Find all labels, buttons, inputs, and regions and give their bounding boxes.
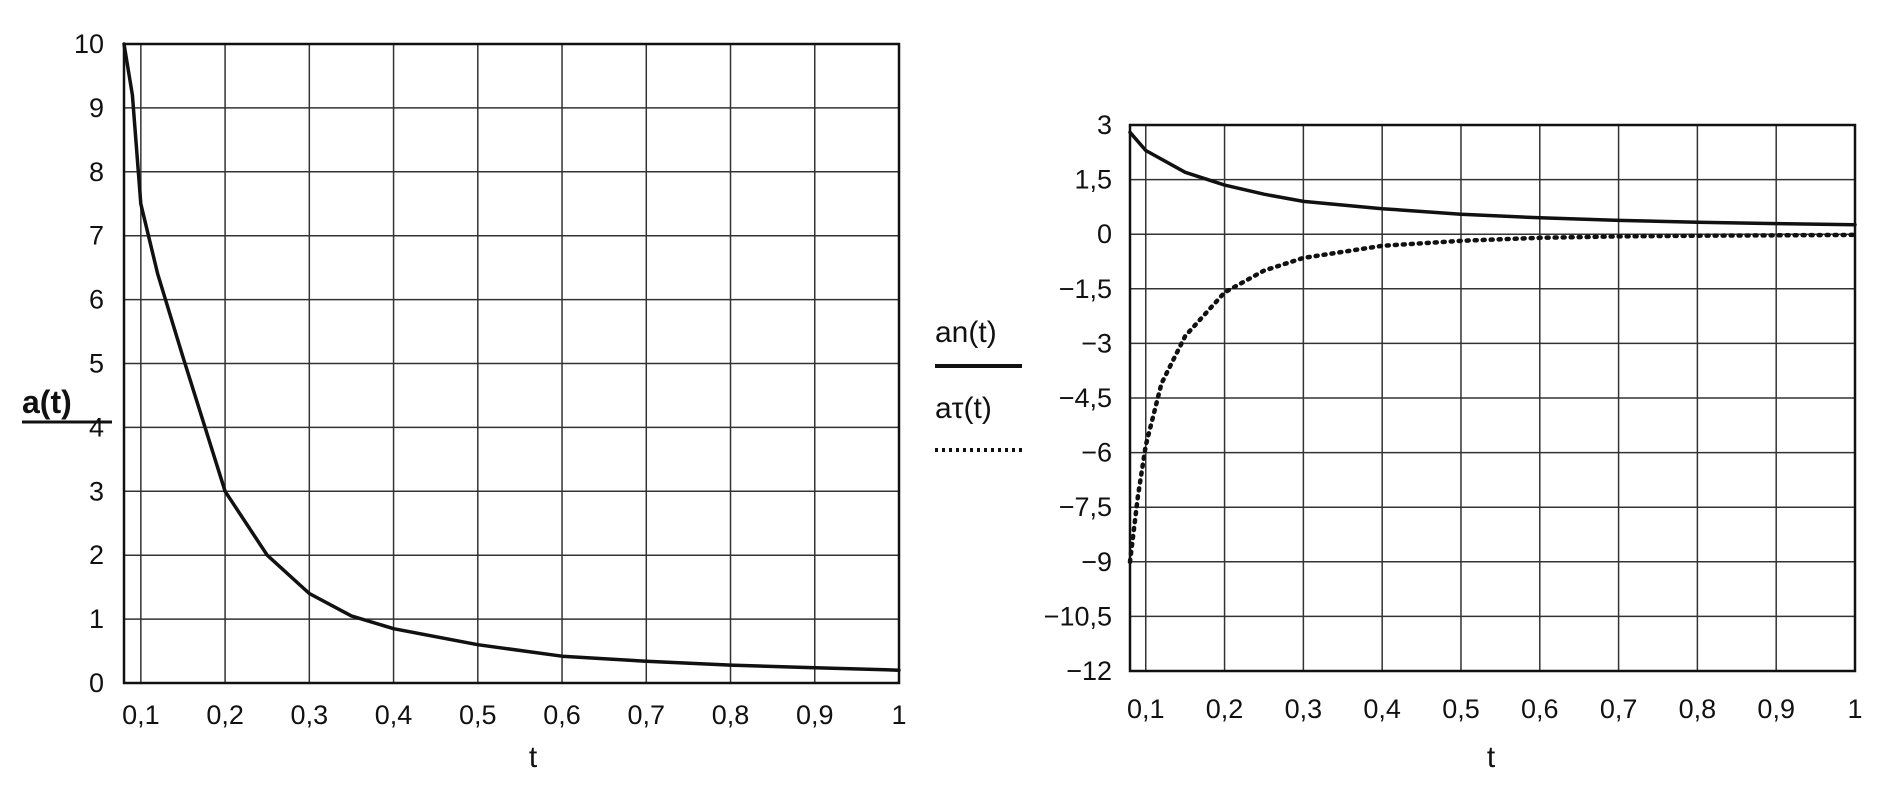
chart2-y-tick-labels: 3 1,5 0 −1,5 −3 −4,5 −6 −7,5 −9 −10,5 −12 xyxy=(1044,110,1112,686)
x-tick-label: 0,8 xyxy=(1679,694,1717,724)
x-tick-label: 0,8 xyxy=(712,700,750,730)
chart1-x-tick-labels: 0,1 0,2 0,3 0,4 0,5 0,6 0,7 0,8 0,9 1 xyxy=(122,700,906,730)
y-tick-label: −9 xyxy=(1081,547,1112,577)
x-tick-label: 0,9 xyxy=(796,700,834,730)
legend-label-an: an(t) xyxy=(935,316,997,349)
y-tick-label: −3 xyxy=(1081,328,1112,358)
series-line-1 xyxy=(1128,130,1857,227)
y-tick-label: 7 xyxy=(89,221,104,251)
chart1-y-axis-label: a(t) xyxy=(22,384,72,420)
x-tick-label: 0,2 xyxy=(206,700,244,730)
x-tick-label: 0,3 xyxy=(1285,694,1323,724)
y-tick-label: −1,5 xyxy=(1059,274,1112,304)
x-tick-label: 0,6 xyxy=(543,700,581,730)
x-tick-label: 0,5 xyxy=(1442,694,1480,724)
y-tick-label: 10 xyxy=(74,29,104,59)
y-tick-label: 5 xyxy=(89,349,104,379)
series-line-2 xyxy=(1127,232,1858,565)
chart1-plot-frame xyxy=(122,42,901,685)
chart-an-at-of-t: 31,50−1,5−3−4,5−6−7,5−9−10,5−12 0,1 0,2 0,… xyxy=(935,110,1863,774)
y-tick-label: 1,5 xyxy=(1074,165,1112,195)
x-tick-label: 1 xyxy=(1847,694,1862,724)
y-tick-label: 0 xyxy=(89,668,104,698)
x-tick-label: 0,6 xyxy=(1521,694,1559,724)
chart-a-of-t: 0 1 2 3 4 5 6 7 8 9 10 0,1 0,2 0,3 0,4 0,5 0,6 0,7 0,8 0,9… xyxy=(22,29,907,774)
chart1-series xyxy=(122,42,901,672)
legend-label-at: aτ(t) xyxy=(935,392,992,425)
y-tick-label: −4,5 xyxy=(1059,383,1112,413)
x-tick-label: 0,7 xyxy=(1600,694,1638,724)
y-tick-label: −10,5 xyxy=(1044,601,1112,631)
chart2-x-tick-labels: 0,1 0,2 0,3 0,4 0,5 0,6 0,7 0,8 0,9 1 xyxy=(1127,694,1863,724)
x-tick-label: 0,5 xyxy=(459,700,497,730)
y-tick-label: 4 xyxy=(89,412,104,442)
y-tick-label: 9 xyxy=(89,93,104,123)
chart2-legend: an(t) aτ(t) xyxy=(935,316,1022,452)
chart2-grid xyxy=(1130,124,1856,672)
x-tick-label: 0,7 xyxy=(628,700,666,730)
chart1-x-axis-label: t xyxy=(529,741,538,774)
y-tick-label: 8 xyxy=(89,157,104,187)
y-tick-label: 6 xyxy=(89,285,104,315)
series-line-1 xyxy=(122,42,901,672)
y-tick-label: 1 xyxy=(89,604,104,634)
chart2-series xyxy=(1127,130,1858,565)
x-tick-label: 0,4 xyxy=(1363,694,1401,724)
chart2-plot-frame xyxy=(1128,123,1857,673)
x-tick-label: 0,2 xyxy=(1206,694,1244,724)
chart1-grid xyxy=(124,43,900,684)
y-tick-label: −6 xyxy=(1081,438,1112,468)
x-tick-label: 0,3 xyxy=(291,700,329,730)
y-tick-label: −12 xyxy=(1066,656,1112,686)
y-tick-label: 2 xyxy=(89,540,104,570)
x-tick-label: 1 xyxy=(891,700,906,730)
y-tick-label: −7,5 xyxy=(1059,492,1112,522)
y-tick-label: 3 xyxy=(1097,110,1112,140)
y-tick-label: 3 xyxy=(89,476,104,506)
y-tick-label: 0 xyxy=(1097,219,1112,249)
x-tick-label: 0,1 xyxy=(1127,694,1165,724)
chart1-y-tick-labels: 0 1 2 3 4 5 6 7 8 9 10 xyxy=(74,29,104,698)
x-tick-label: 0,1 xyxy=(122,700,160,730)
x-tick-label: 0,9 xyxy=(1757,694,1795,724)
chart2-x-axis-label: t xyxy=(1487,741,1496,774)
x-tick-label: 0,4 xyxy=(375,700,413,730)
